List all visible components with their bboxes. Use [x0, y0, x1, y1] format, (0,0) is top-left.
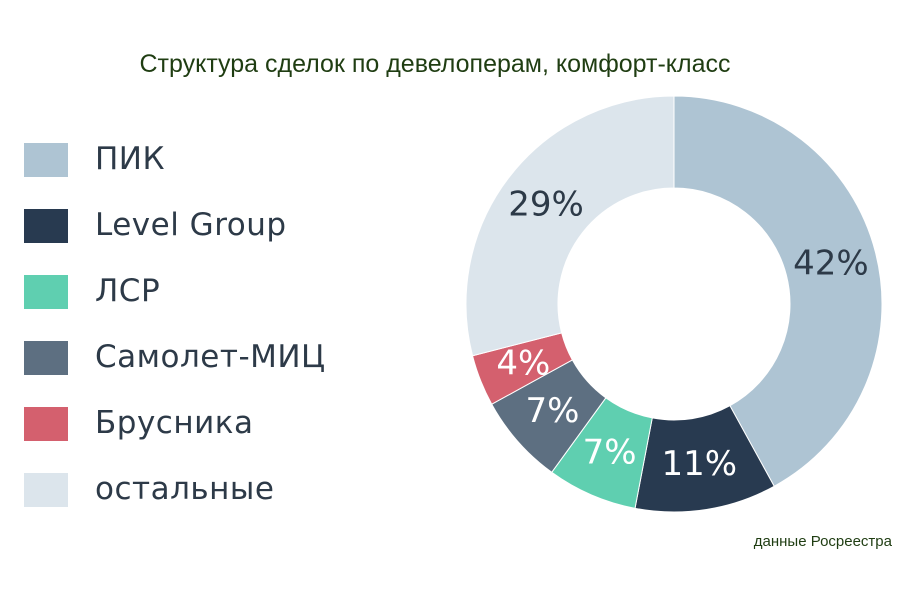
slice-label: 11% — [662, 444, 738, 484]
slice-label: 29% — [508, 185, 584, 225]
legend-label: остальные — [95, 471, 275, 507]
legend-swatch — [24, 473, 68, 507]
legend-label: Самолет-МИЦ — [95, 339, 326, 375]
legend-label: Level Group — [95, 207, 287, 243]
slice-label: 4% — [496, 344, 550, 384]
legend-label: ЛСР — [95, 273, 161, 309]
legend-swatch — [24, 341, 68, 375]
legend-swatch — [24, 209, 68, 243]
legend-swatch — [24, 143, 68, 177]
source-note: данные Росреестра — [753, 533, 892, 550]
donut-slice — [673, 95, 883, 487]
slice-label: 7% — [583, 433, 637, 473]
legend-label: Брусника — [95, 405, 254, 441]
chart-title: Структура сделок по девелоперам, комфорт… — [139, 50, 731, 78]
slice-label: 42% — [793, 244, 869, 284]
legend-label: ПИК — [95, 141, 166, 177]
legend-swatch — [24, 407, 68, 441]
slice-label: 7% — [526, 391, 580, 431]
legend-swatch — [24, 275, 68, 309]
donut-slice — [465, 95, 675, 357]
